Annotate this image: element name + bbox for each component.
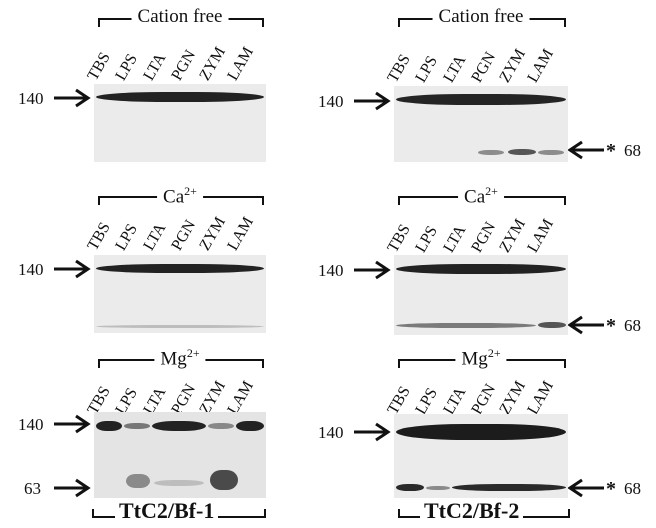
marker-140: 140 — [318, 92, 344, 111]
lane-label: TBS — [384, 51, 414, 86]
blot-band — [152, 421, 206, 431]
lane-label: PGN — [468, 49, 500, 86]
lane-label: PGN — [168, 217, 200, 254]
blot-band — [210, 470, 238, 490]
blot-band — [396, 94, 566, 105]
blot-band — [124, 423, 150, 429]
lane-label: ZYM — [496, 46, 529, 86]
lane-label: ZYM — [196, 214, 229, 254]
arrow-right-icon — [54, 88, 91, 108]
lane-label: PGN — [468, 219, 500, 256]
marker-68: 68 — [624, 141, 641, 160]
arrow-left-icon — [568, 140, 604, 160]
lane-label: LTA — [140, 220, 170, 254]
lane-label: TBS — [384, 383, 414, 418]
blot-band — [396, 264, 566, 274]
blot-band — [154, 480, 204, 486]
blot-image — [394, 86, 568, 162]
lane-label: LPS — [112, 51, 141, 84]
lane-label: LAM — [524, 216, 557, 256]
condition-label: Cation free — [432, 6, 530, 28]
blot-band — [396, 323, 536, 328]
marker-140: 140 — [18, 260, 44, 279]
blot-band — [208, 423, 234, 429]
blot-image — [94, 84, 266, 162]
lane-label: LPS — [112, 221, 141, 254]
lane-label: LAM — [524, 46, 557, 86]
lane-label: TBS — [84, 219, 114, 254]
blot-band — [96, 325, 264, 328]
condition-label: Mg2+ — [154, 346, 206, 371]
lane-label: LAM — [224, 214, 257, 254]
lane-label: PGN — [168, 47, 200, 84]
blot-band — [508, 149, 536, 155]
blot-title: TtC2/Bf-1 — [115, 498, 219, 524]
lane-label: LTA — [440, 222, 470, 256]
blot-band — [538, 322, 566, 328]
condition-label: Ca2+ — [157, 184, 203, 209]
asterisk-marker: * — [606, 140, 616, 162]
blot-band — [126, 474, 150, 488]
lane-label: LTA — [440, 52, 470, 86]
marker-140: 140 — [318, 423, 344, 442]
lane-label: ZYM — [496, 216, 529, 256]
marker-140: 140 — [18, 89, 44, 108]
asterisk-marker: * — [606, 315, 616, 337]
marker-68: 68 — [624, 316, 641, 335]
arrow-left-icon — [568, 315, 604, 335]
blot-band — [96, 92, 264, 102]
blot-band — [452, 484, 566, 491]
blot-image — [394, 414, 568, 498]
blot-band — [478, 150, 504, 155]
arrow-right-icon — [354, 91, 391, 111]
blot-image — [394, 255, 568, 335]
blot-band — [236, 421, 264, 431]
lane-label: PGN — [468, 381, 500, 418]
marker-63: 63 — [24, 479, 41, 498]
arrow-right-icon — [354, 422, 391, 442]
blot-band — [426, 486, 450, 490]
lane-label: TBS — [84, 49, 114, 84]
lane-label: LAM — [224, 44, 257, 84]
arrow-right-icon — [54, 414, 91, 434]
condition-label: Mg2+ — [455, 346, 507, 371]
lane-label: LPS — [412, 223, 441, 256]
arrow-left-icon — [568, 478, 604, 498]
blot-band — [396, 424, 566, 440]
blot-band — [396, 484, 424, 491]
arrow-right-icon — [54, 259, 91, 279]
condition-label: Ca2+ — [458, 184, 504, 209]
lane-label: LTA — [140, 50, 170, 84]
lane-label: LAM — [524, 378, 557, 418]
lane-label: LPS — [412, 53, 441, 86]
blot-title: TtC2/Bf-2 — [420, 498, 524, 524]
arrow-right-icon — [54, 478, 91, 498]
asterisk-marker: * — [606, 478, 616, 500]
blot-band — [96, 421, 122, 431]
lane-label: ZYM — [196, 44, 229, 84]
blot-band — [538, 150, 564, 155]
blot-image — [94, 412, 266, 498]
marker-140: 140 — [318, 261, 344, 280]
condition-label: Cation free — [131, 6, 229, 28]
lane-label: TBS — [384, 221, 414, 256]
blot-band — [96, 264, 264, 273]
arrow-right-icon — [354, 260, 391, 280]
lane-label: ZYM — [496, 378, 529, 418]
marker-68: 68 — [624, 479, 641, 498]
blot-image — [94, 255, 266, 333]
lane-label: LTA — [440, 384, 470, 418]
marker-140: 140 — [18, 415, 44, 434]
